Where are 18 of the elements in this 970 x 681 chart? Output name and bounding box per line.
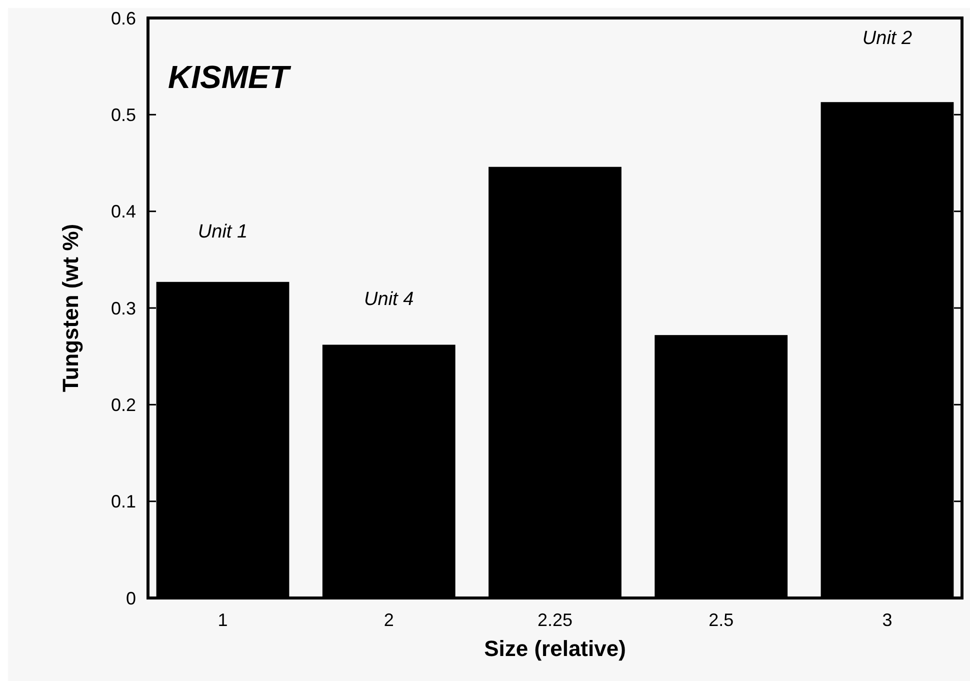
x-tick-label: 2: [384, 610, 394, 630]
annotation: Unit 4: [364, 288, 414, 310]
x-tick-label: 2.5: [708, 610, 734, 630]
y-axis-title: Tungsten (wt %): [58, 224, 83, 392]
annotation: Unit 1: [198, 221, 248, 242]
text: KISMET: [168, 59, 292, 95]
y-tick-label: 0.1: [110, 492, 136, 512]
y-tick-label: 0.2: [110, 394, 136, 415]
x-tick-label: 2.25: [537, 610, 573, 630]
x-axis-title: Size (relative): [484, 636, 626, 661]
x-tick-label: 3: [882, 610, 892, 630]
y-tick-label: 0.3: [110, 298, 136, 318]
y-tick-label: 0.4: [110, 202, 136, 222]
y-tick-label: 0: [126, 588, 136, 608]
x-tick-label: 1: [218, 610, 228, 630]
y-tick-label: 0.6: [110, 8, 136, 28]
y-tick-label: 0.5: [110, 104, 136, 125]
annotation: Unit 2: [862, 28, 912, 49]
